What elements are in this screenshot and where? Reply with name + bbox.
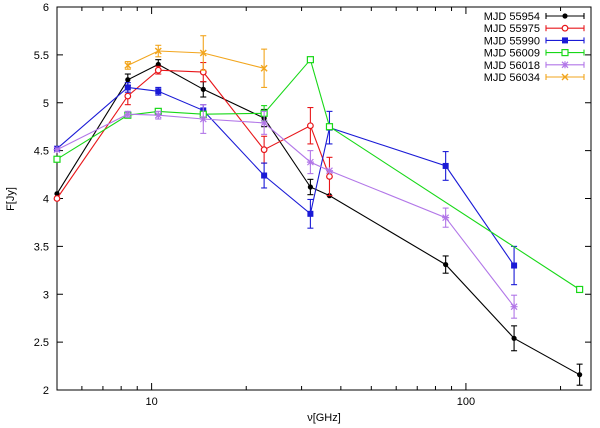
y-tick-label: 6 <box>43 2 49 14</box>
legend-label: MJD 56009 <box>484 48 540 60</box>
data-point <box>124 110 132 118</box>
y-tick-label: 3.5 <box>34 241 49 253</box>
data-point <box>53 195 61 202</box>
data-point <box>306 158 314 166</box>
series-mjd-56034 <box>124 35 268 88</box>
data-point <box>53 155 61 163</box>
legend-label: MJD 56034 <box>484 72 540 84</box>
series-mjd-55954 <box>54 59 583 386</box>
y-tick-label: 3 <box>43 289 49 301</box>
legend-label: MJD 56018 <box>484 60 540 72</box>
data-point <box>443 261 449 268</box>
data-point <box>325 167 333 175</box>
data-point <box>562 13 568 19</box>
data-point <box>154 47 162 55</box>
data-point <box>53 146 61 154</box>
y-tick-label: 4 <box>43 194 49 206</box>
data-point <box>200 86 206 92</box>
legend-item: MJD 56009 <box>484 48 585 60</box>
data-point <box>561 48 569 57</box>
data-point <box>124 61 132 69</box>
data-point <box>325 123 334 131</box>
legend-item: MJD 55975 <box>484 23 585 35</box>
data-point <box>124 84 131 91</box>
data-point <box>261 172 268 179</box>
x-axis-label: ν[GHz] <box>307 412 341 424</box>
data-point <box>155 61 161 68</box>
series-line <box>127 50 265 69</box>
data-point <box>307 184 313 190</box>
series-layer <box>53 35 584 386</box>
series-line <box>56 63 580 376</box>
y-tick-label: 2.5 <box>34 337 49 349</box>
data-point <box>306 56 314 64</box>
legend-label: MJD 55954 <box>484 11 540 23</box>
data-point <box>442 162 449 169</box>
x-tick-label: 10 <box>145 396 157 408</box>
legend-item: MJD 55954 <box>484 11 585 23</box>
data-point <box>155 88 162 95</box>
data-point <box>562 37 568 44</box>
data-point <box>511 335 517 341</box>
data-point <box>577 372 583 378</box>
data-point <box>561 61 569 69</box>
y-tick-label: 5 <box>43 98 49 110</box>
data-point <box>125 77 131 83</box>
series-line <box>56 58 580 290</box>
legend-label: MJD 55990 <box>484 35 540 47</box>
data-point <box>54 191 60 197</box>
legend-item: MJD 55990 <box>484 35 585 47</box>
series-mjd-55990 <box>54 82 518 286</box>
y-tick-label: 2 <box>43 385 49 397</box>
data-point <box>260 119 268 127</box>
x-tick-label: 100 <box>457 396 475 408</box>
data-point <box>199 49 207 57</box>
data-point <box>307 210 314 217</box>
data-point <box>124 92 132 100</box>
data-point <box>199 115 207 123</box>
data-point <box>511 262 518 269</box>
y-axis-label: F[Jy] <box>5 187 17 211</box>
data-point <box>561 73 569 81</box>
data-point <box>260 64 268 72</box>
legend-item: MJD 56034 <box>484 72 585 84</box>
data-point <box>154 66 162 74</box>
series-mjd-55975 <box>53 61 333 202</box>
y-tick-label: 5.5 <box>34 50 49 62</box>
data-point <box>510 303 518 311</box>
data-point <box>576 285 584 294</box>
data-point <box>260 146 268 154</box>
data-point <box>306 122 314 130</box>
series-mjd-56018 <box>53 104 518 319</box>
legend-item: MJD 56018 <box>484 60 585 72</box>
data-point <box>154 111 162 119</box>
data-point <box>442 214 450 222</box>
legend-label: MJD 55975 <box>484 23 540 35</box>
data-point <box>326 173 333 180</box>
axis-ticks: 2 2.5 3 3.5 4 4.5 5 5.5 6 10 100 <box>34 2 591 408</box>
y-tick-label: 4.5 <box>34 146 49 158</box>
data-point <box>561 24 569 32</box>
